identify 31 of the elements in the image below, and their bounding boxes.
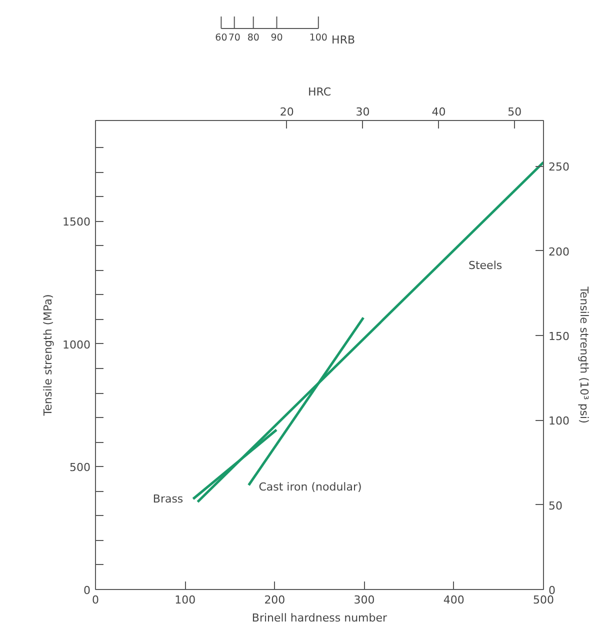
y2-tick-label: 250 bbox=[548, 160, 570, 174]
x-tick-label: 400 bbox=[443, 594, 464, 606]
text: 90 bbox=[270, 32, 283, 44]
y-axis-title: Tensile strength (MPa) bbox=[42, 294, 55, 417]
x-tick-label: 0 bbox=[92, 594, 99, 606]
x2-axis-title: HRC bbox=[308, 86, 332, 98]
x-tick-label: 200 bbox=[264, 594, 286, 606]
y2-tick-label: 150 bbox=[548, 330, 570, 344]
series-label: Cast iron (nodular) bbox=[258, 480, 362, 494]
x2-tick-label: 50 bbox=[508, 106, 522, 118]
y-tick-label: 1500 bbox=[62, 216, 91, 229]
y2-axis-title: Tensile strength (10³ psi) bbox=[577, 286, 590, 424]
y2-tick-label: 50 bbox=[548, 499, 562, 512]
text: 100 bbox=[309, 32, 328, 44]
y2-tick-label: 100 bbox=[548, 414, 570, 428]
y-tick-label: 500 bbox=[70, 461, 91, 474]
y-tick-label: 0 bbox=[84, 584, 90, 597]
text: 70 bbox=[228, 32, 240, 44]
text: 80 bbox=[247, 32, 260, 44]
series-label: Brass bbox=[152, 492, 184, 506]
x2-tick-label: 40 bbox=[432, 106, 446, 118]
x2-tick-label: 30 bbox=[356, 106, 370, 118]
y-tick-label: 1000 bbox=[62, 338, 91, 352]
x-axis-title: Brinell hardness number bbox=[252, 612, 388, 624]
text: 60 bbox=[215, 32, 228, 44]
series-label: Steels bbox=[468, 259, 502, 272]
y2-tick-label: 200 bbox=[548, 245, 570, 258]
x-tick-label: 100 bbox=[174, 594, 196, 606]
x2-tick-label: 20 bbox=[280, 106, 294, 118]
text: HRB bbox=[332, 34, 356, 46]
x-tick-label: 300 bbox=[354, 594, 375, 606]
